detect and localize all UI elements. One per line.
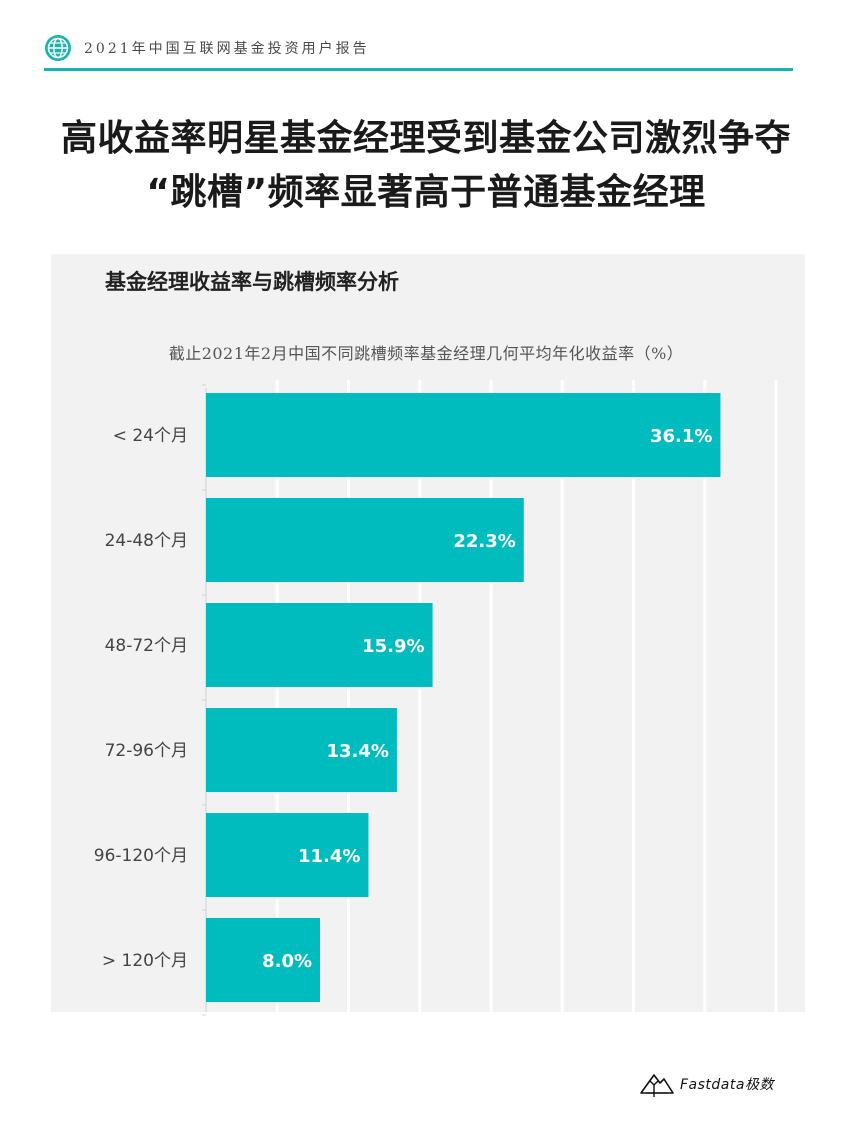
- category-label: > 120个月: [102, 951, 188, 971]
- category-label: 24-48个月: [105, 531, 188, 551]
- data-label: 13.4%: [326, 741, 388, 762]
- data-label: 22.3%: [453, 531, 515, 552]
- category-label: 96-120个月: [94, 846, 188, 866]
- header-divider: [44, 68, 793, 71]
- data-label: 11.4%: [298, 846, 360, 867]
- footer-brand: Fastdata极数: [640, 1068, 774, 1100]
- globe-icon: [45, 35, 71, 61]
- data-label: 8.0%: [262, 951, 312, 972]
- bar: [206, 708, 397, 792]
- headline-line-1: 高收益率明星基金经理受到基金公司激烈争夺: [60, 118, 791, 159]
- chart-heading: 基金经理收益率与跳槽频率分析: [105, 270, 399, 294]
- brand-name: Fastdata极数: [680, 1077, 774, 1093]
- mountain-logo-icon: [640, 1074, 674, 1097]
- report-header: 2021年中国互联网基金投资用户报告: [44, 32, 370, 64]
- bar: [206, 498, 524, 582]
- category-label: 72-96个月: [105, 741, 188, 761]
- data-label: 36.1%: [650, 426, 712, 447]
- headline-line-2: “跳槽”频率显著高于普通基金经理: [146, 172, 706, 213]
- data-label: 15.9%: [362, 636, 424, 657]
- bar: [206, 393, 721, 477]
- bar: [206, 918, 320, 1002]
- chart-title: 截止2021年2月中国不同跳槽频率基金经理几何平均年化收益率（%）: [168, 344, 684, 363]
- bar: [206, 603, 433, 687]
- report-title: 2021年中国互联网基金投资用户报告: [84, 41, 370, 57]
- category-label: < 24个月: [113, 426, 188, 446]
- bar: [206, 813, 369, 897]
- page-headline: 高收益率明星基金经理受到基金公司激烈争夺 “跳槽”频率显著高于普通基金经理: [0, 112, 852, 220]
- category-label: 48-72个月: [105, 636, 188, 656]
- bar-chart: < 24个月 36.1% 24-48个月 22.3% 48-72个月 15.9% 72-96…: [94, 380, 778, 1016]
